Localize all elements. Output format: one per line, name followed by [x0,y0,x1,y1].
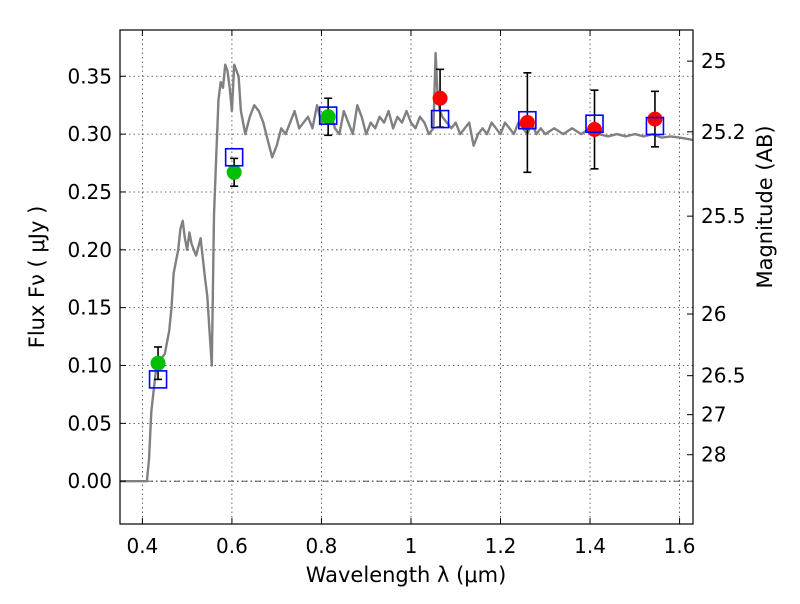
optical-point [150,355,166,371]
x-axis-label: Wavelength λ (μm) [306,563,507,587]
model-photometry-square [318,106,338,125]
model-photometry-square [430,109,450,129]
model-photometry-square [224,147,244,167]
nir-point [519,115,535,131]
y-tick-label: 0.25 [67,180,112,204]
y-tick-label: 0.35 [67,64,112,88]
observed-points-layer [150,90,663,371]
x-tick-label: 1.6 [664,534,696,558]
optical-point [226,164,242,180]
y-axis-left: 0.00 0.05 0.10 0.15 0.20 0.25 0.30 0.35 [67,64,126,493]
model-photometry-square [645,116,665,136]
x-tick-label: 0.6 [216,534,248,558]
y2-tick-label: 28 [701,443,726,467]
y-tick-label: 0.00 [67,469,112,493]
y-axis-label: Flux Fν ( μJy ) [25,206,49,349]
y-tick-label: 0.20 [67,238,112,262]
x-tick-label: 1 [405,534,418,558]
nir-point [587,121,603,137]
y2-tick-label: 26.5 [701,364,746,388]
nir-point [432,90,448,106]
y2-axis-label: Magnitude (AB) [753,125,777,288]
x-axis: 0.4 0.6 0.8 1 1.2 1.4 1.6 [126,30,695,558]
x-tick-label: 0.4 [126,534,158,558]
y2-tick-label: 25.2 [701,120,746,144]
y2-tick-label: 25.5 [701,204,746,228]
y-axis-right: 25 25.2 25.5 26 26.5 27 28 [687,49,746,467]
x-tick-label: 1.2 [485,534,517,558]
y-tick-label: 0.30 [67,122,112,146]
y2-tick-label: 25 [701,49,726,73]
model-photometry-square [518,110,537,130]
plot-frame [119,29,694,525]
x-tick-label: 0.8 [306,534,338,558]
model-photometry-square [585,114,604,134]
y-tick-label: 0.05 [67,411,112,435]
model-photometry-square [148,370,168,389]
y-tick-label: 0.15 [67,296,112,320]
y2-tick-label: 27 [701,403,726,427]
y2-tick-label: 26 [701,302,726,326]
x-tick-label: 1.4 [574,534,606,558]
nir-point [647,111,663,127]
model-photometry-layer [148,106,665,389]
y-tick-label: 0.10 [67,354,112,378]
optical-point [320,109,336,125]
